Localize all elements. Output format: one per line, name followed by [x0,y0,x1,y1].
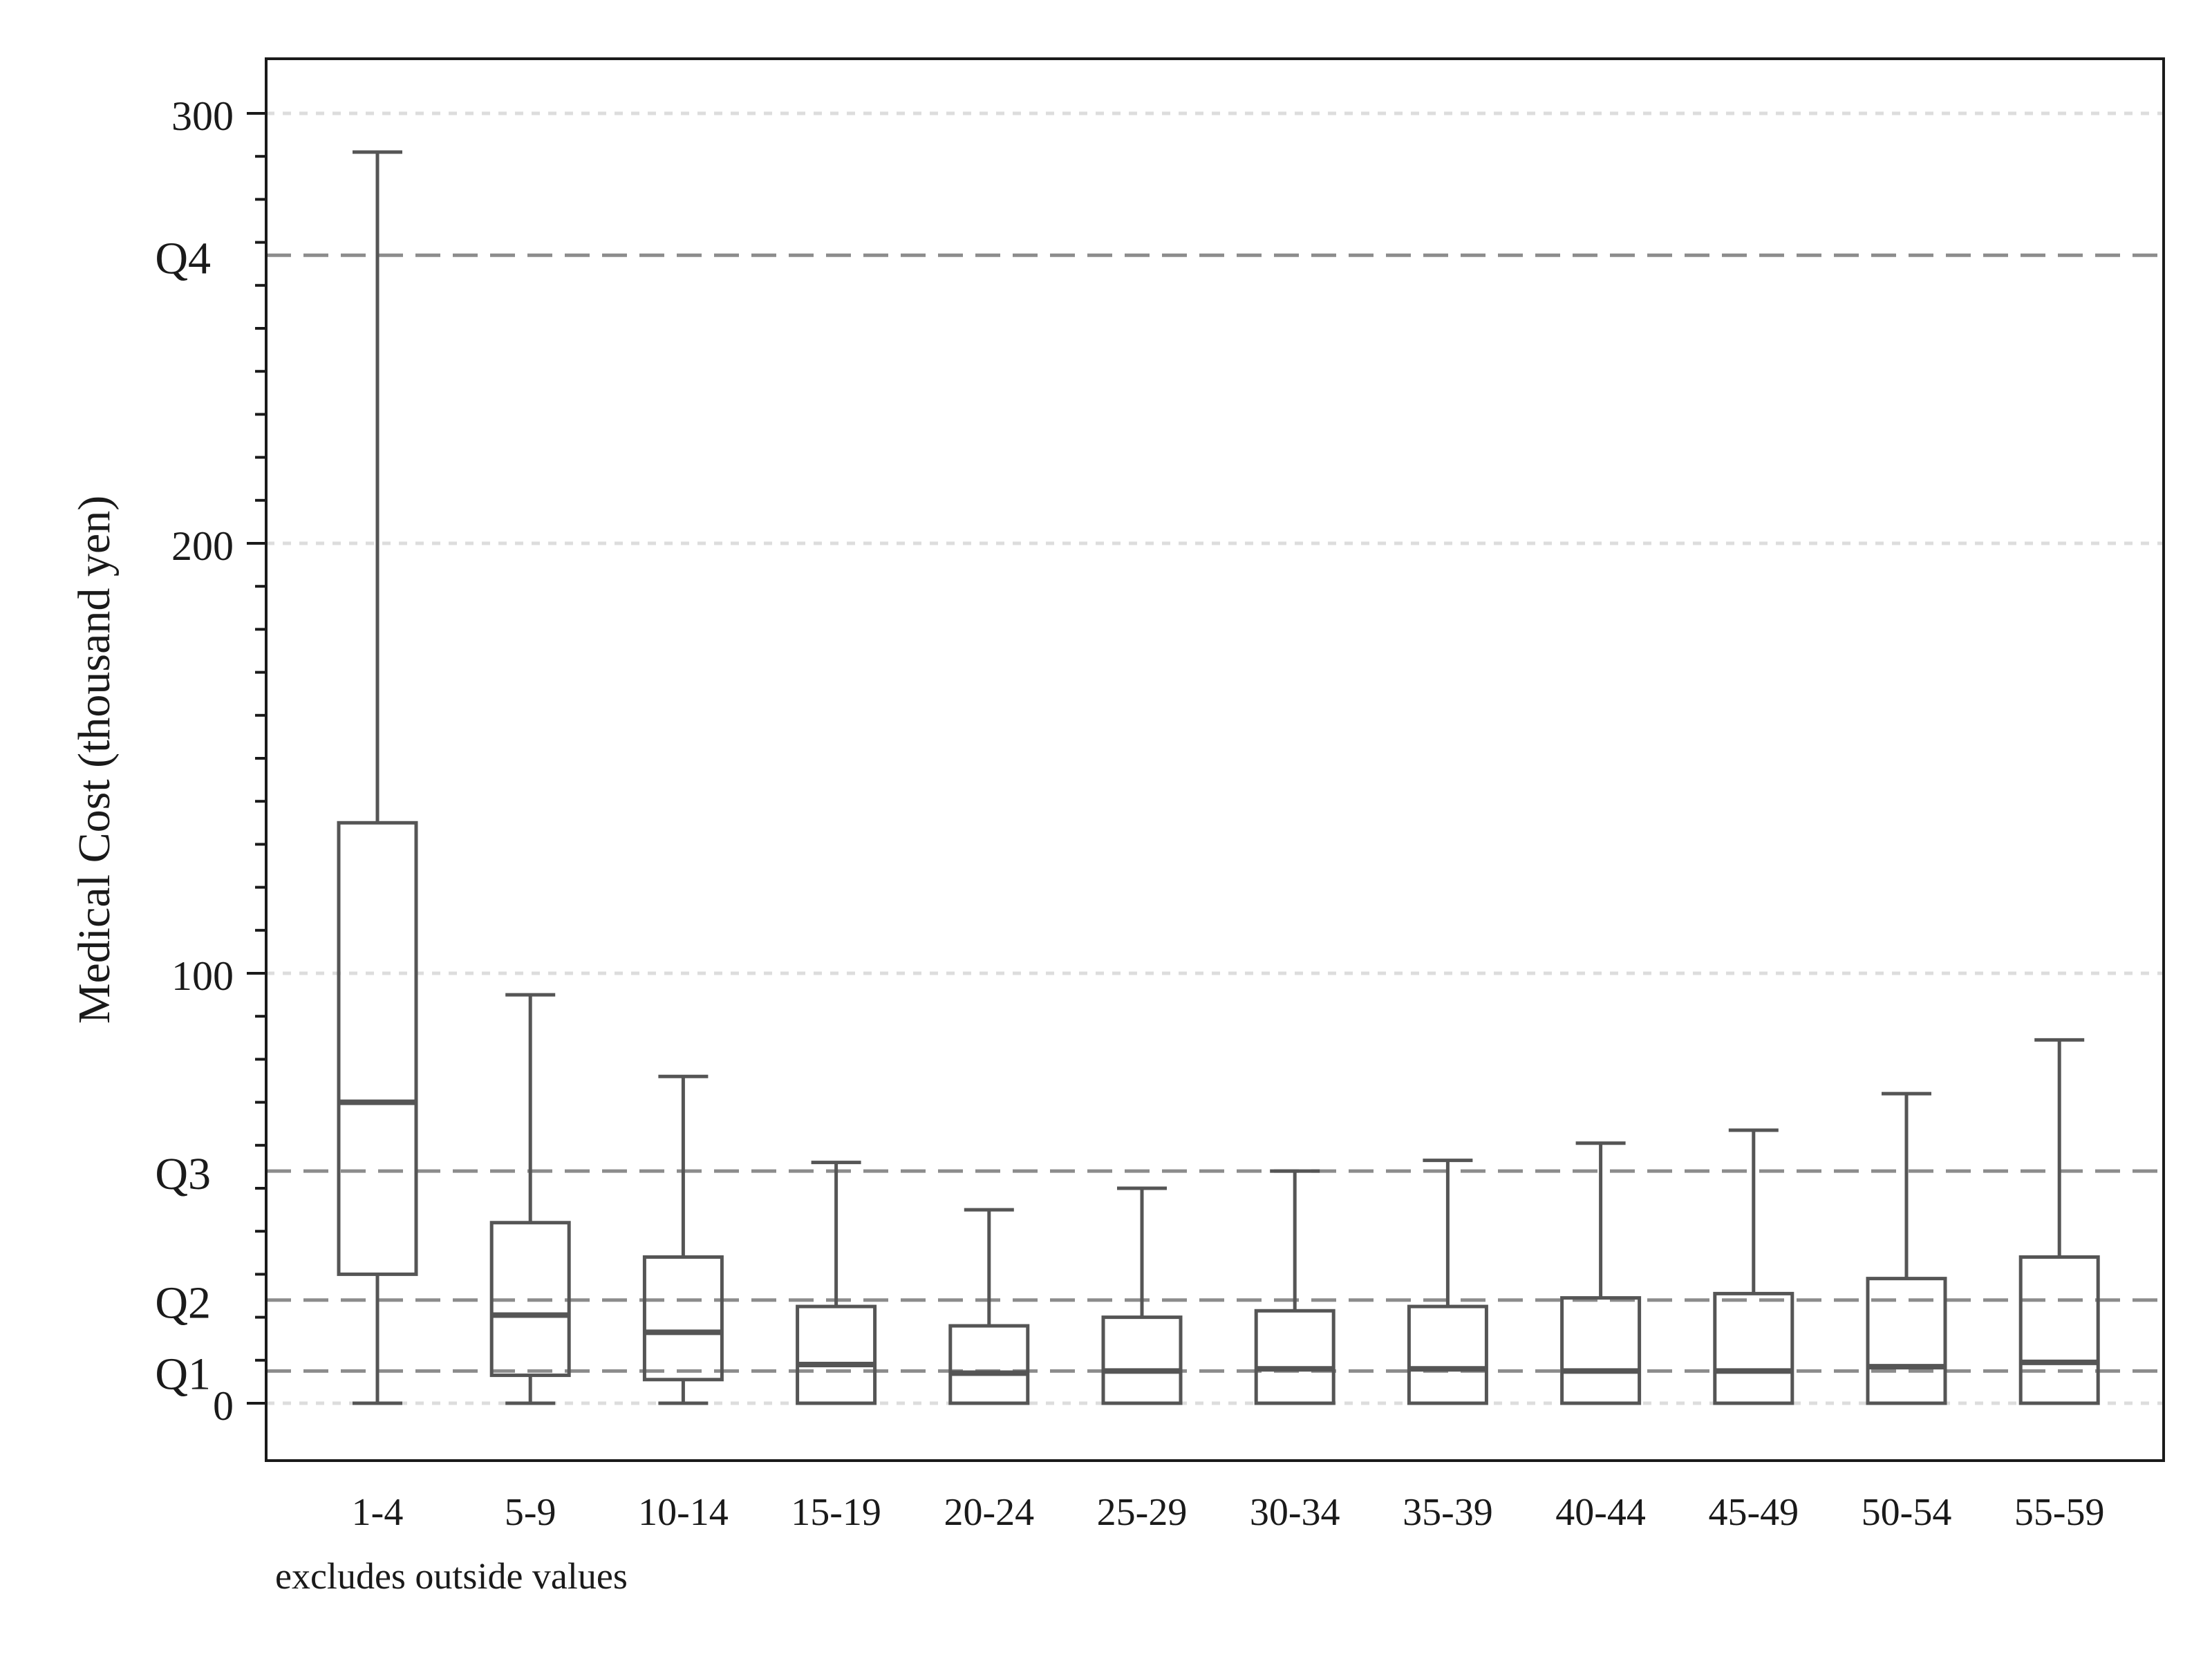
box-40-44 [1560,1141,1642,1405]
box-iqr [642,1255,724,1382]
x-category-label: 25-29 [1097,1491,1188,1534]
box-iqr [1560,1296,1642,1405]
box-55-59 [2018,1038,2100,1405]
box-iqr [796,1304,877,1405]
y-tick-label: 300 [171,93,234,139]
y-axis-title: Medical Cost (thousand yen) [69,496,120,1024]
box-iqr [337,821,418,1276]
box-25-29 [1101,1186,1183,1405]
box-45-49 [1713,1128,1794,1405]
x-category-label: 15-19 [791,1491,881,1534]
box-series [337,150,2100,1405]
box-1-4 [337,150,418,1405]
reference-line-label: Q4 [155,233,211,283]
box-iqr [1407,1304,1488,1405]
box-iqr [489,1221,571,1378]
x-category-label: 1-4 [352,1491,404,1534]
chart-note: excludes outside values [275,1555,628,1597]
reference-lines [266,253,2164,1373]
box-35-39 [1407,1159,1488,1405]
box-50-54 [1866,1091,1947,1405]
x-category-label: 10-14 [638,1491,729,1534]
x-category-label: 35-39 [1403,1491,1493,1534]
box-iqr [1254,1309,1335,1405]
box-iqr [1866,1277,1947,1405]
y-axis-ticks: Q1 Q2 Q3 Q4 0 100 200 300 [155,93,266,1429]
x-category-label: 45-49 [1708,1491,1799,1534]
box-15-19 [796,1161,877,1405]
box-iqr [1101,1315,1183,1405]
box-30-34 [1254,1169,1335,1405]
x-category-label: 50-54 [1862,1491,1952,1534]
y-tick-label: 100 [171,953,234,999]
reference-line-label: Q3 [155,1149,211,1199]
box-10-14 [642,1074,724,1405]
x-category-label: 20-24 [944,1491,1034,1534]
box-5-9 [489,993,571,1405]
reference-line-label: Q1 [155,1349,211,1399]
x-category-label: 5-9 [505,1491,556,1534]
y-tick-label: 200 [171,523,234,569]
x-category-label: 30-34 [1250,1491,1340,1534]
reference-line-label: Q2 [155,1278,211,1329]
box-20-24 [948,1208,1030,1405]
box-iqr [948,1324,1030,1405]
x-category-label: 55-59 [2014,1491,2105,1534]
box-iqr [1713,1291,1794,1405]
box-iqr [2018,1255,2100,1405]
grid-lines [266,111,2164,1405]
x-axis-category-labels: 1-4 5-9 10-14 15-19 20-24 25-29 30-34 35-39 40-4… [352,1491,2105,1534]
y-tick-label: 0 [213,1383,234,1429]
x-category-label: 40-44 [1555,1491,1646,1534]
